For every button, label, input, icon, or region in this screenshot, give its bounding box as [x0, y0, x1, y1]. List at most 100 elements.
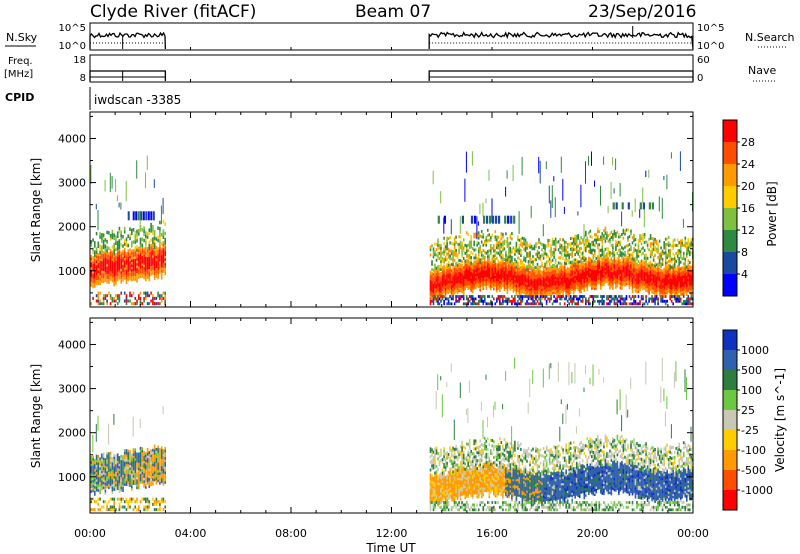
- power-cell: [624, 266, 626, 270]
- power-cell: [470, 242, 472, 246]
- power-cell: [497, 280, 500, 284]
- power-cell: [477, 233, 480, 237]
- power-cell: [530, 274, 533, 277]
- power-cell: [642, 272, 644, 275]
- power-cell: [440, 191, 442, 204]
- power-cell: [687, 280, 690, 284]
- power-cell: [115, 235, 117, 239]
- power-cell: [639, 288, 641, 291]
- velocity-cell: [108, 464, 110, 468]
- power-cell: [159, 270, 161, 274]
- power-cell: [566, 279, 569, 282]
- power-cell: [444, 266, 447, 270]
- power-cell: [499, 280, 501, 284]
- power-cell: [560, 279, 563, 283]
- power-cell: [97, 241, 100, 245]
- velocity-cell: [99, 476, 101, 480]
- velocity-cell: [101, 477, 103, 481]
- power-cell: [652, 285, 655, 288]
- power-cell: [676, 275, 679, 278]
- power-cell: [551, 285, 554, 288]
- power-cell: [487, 261, 489, 264]
- power-cell: [514, 297, 516, 301]
- power-cell: [566, 285, 569, 289]
- power-cell: [603, 253, 605, 256]
- power-cell: [686, 284, 688, 288]
- power-cell: [127, 271, 129, 274]
- power-cell: [547, 286, 549, 290]
- power-cell: [645, 280, 647, 284]
- power-cell: [127, 266, 129, 270]
- power-cell: [491, 267, 494, 271]
- power-cell: [686, 249, 688, 253]
- velocity-cell: [95, 488, 98, 492]
- power-cell: [450, 297, 453, 301]
- power-cell: [145, 259, 147, 262]
- velocity-cell: [95, 471, 98, 475]
- power-cell: [615, 286, 617, 289]
- power-cell: [559, 295, 561, 298]
- power-cell: [127, 249, 129, 253]
- velocity-cell: [111, 469, 114, 473]
- power-cell: [550, 273, 552, 277]
- power-cell: [131, 259, 133, 262]
- power-cell: [455, 262, 457, 266]
- power-cell: [90, 284, 93, 287]
- power-cell: [661, 280, 664, 284]
- power-cell: [643, 248, 646, 252]
- power-cell: [588, 299, 590, 303]
- power-cell: [94, 241, 96, 245]
- power-cell: [529, 256, 531, 260]
- power-cell: [559, 267, 561, 271]
- power-cell: [139, 270, 142, 274]
- power-cell: [624, 232, 626, 236]
- power-cell: [443, 271, 445, 274]
- power-cell: [512, 262, 515, 266]
- power-cell: [598, 270, 601, 274]
- velocity-cell: [92, 465, 94, 468]
- power-cell: [446, 288, 448, 292]
- power-cell: [535, 292, 537, 295]
- power-cell: [625, 263, 628, 266]
- power-cell: [138, 276, 140, 279]
- power-cell: [123, 250, 126, 254]
- power-cell: [92, 275, 94, 279]
- power-cell: [569, 253, 572, 256]
- power-cell: [491, 257, 494, 261]
- power-cell: [134, 265, 137, 269]
- power-cell: [160, 259, 163, 263]
- power-cell: [672, 268, 674, 272]
- power-cell: [616, 269, 619, 273]
- power-cell: [535, 285, 537, 289]
- power-cell: [467, 285, 469, 288]
- power-cell: [551, 302, 554, 306]
- velocity-cell: [99, 486, 101, 490]
- power-cell: [115, 299, 117, 303]
- power-cell: [497, 251, 500, 255]
- power-cell: [550, 265, 552, 269]
- velocity-cell: [111, 497, 114, 501]
- power-cell: [438, 284, 441, 288]
- power-cell: [120, 291, 122, 295]
- power-cell: [532, 302, 534, 306]
- power-cell: [637, 286, 640, 289]
- power-cell: [468, 271, 471, 275]
- power-cell: [536, 252, 539, 256]
- power-cell: [604, 276, 607, 280]
- power-cell: [529, 267, 531, 270]
- power-cell: [559, 292, 561, 295]
- power-cell: [101, 253, 103, 257]
- power-cell: [627, 269, 629, 272]
- power-cell: [487, 263, 489, 266]
- power-cell: [633, 261, 635, 264]
- power-cell: [97, 296, 100, 300]
- power-cell: [542, 285, 545, 289]
- power-cell: [429, 275, 432, 278]
- power-cell: [152, 255, 154, 258]
- nsky-ytick-right-bottom: 10^0: [697, 41, 724, 52]
- power-cell: [452, 255, 454, 259]
- power-cell: [619, 264, 622, 268]
- power-cell: [153, 250, 156, 254]
- power-cell: [505, 282, 507, 285]
- power-cell: [95, 257, 98, 261]
